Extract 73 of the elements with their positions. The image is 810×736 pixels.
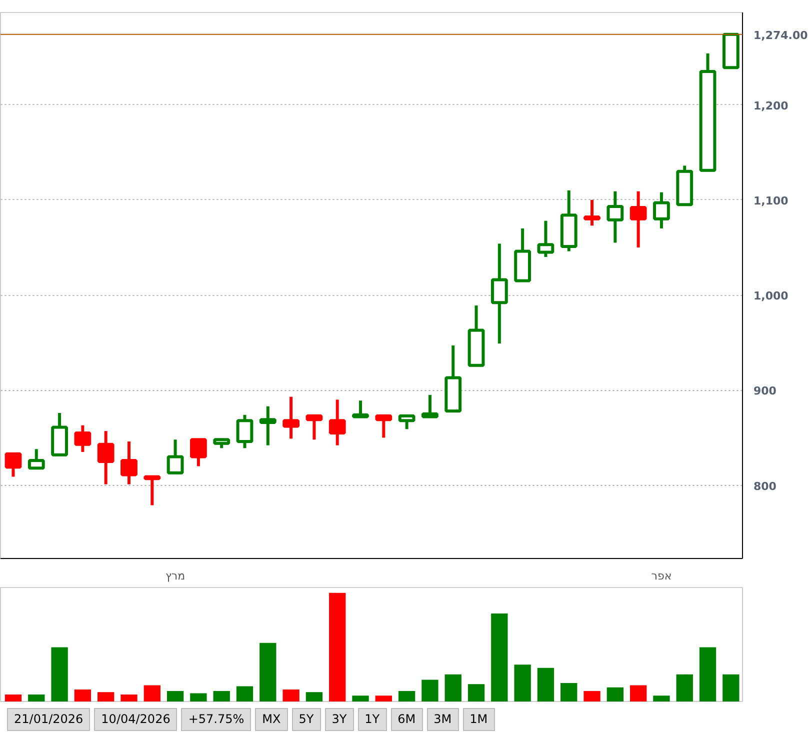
text: 1M	[462, 708, 495, 732]
bar	[74, 690, 92, 702]
y-tick-label: 1,100	[754, 194, 789, 208]
bar	[260, 642, 276, 702]
candlestick	[51, 412, 68, 456]
bar	[491, 614, 508, 702]
candlestick	[97, 431, 114, 484]
bar	[653, 696, 670, 702]
y-tick-label: 900	[754, 384, 777, 398]
bar	[537, 668, 554, 702]
text: 21/01/2026	[7, 708, 90, 732]
bar	[676, 674, 693, 702]
bar	[560, 683, 578, 702]
candlestick	[422, 394, 438, 418]
candlestick	[166, 440, 184, 474]
candlestick	[653, 192, 670, 228]
bar	[306, 692, 323, 702]
bar	[98, 692, 114, 702]
candlestick	[4, 452, 22, 477]
text: 5Y	[292, 708, 321, 732]
candlestick	[28, 449, 45, 470]
text: 1Y	[358, 708, 387, 732]
bar	[352, 696, 369, 702]
text: 6M	[390, 708, 423, 732]
bar	[514, 664, 531, 702]
y-tick-label: 800	[754, 480, 777, 493]
candlestick	[630, 191, 647, 248]
bar	[120, 694, 138, 702]
bar	[630, 685, 647, 702]
y-tick-label: 1,200	[754, 99, 789, 112]
x-tick-label: מרץ	[165, 570, 186, 582]
text: MX	[255, 708, 288, 732]
ref-line-label: 1,274.00	[754, 28, 808, 42]
x-tick-label: אפר	[651, 570, 672, 582]
candlestick	[259, 406, 276, 446]
candlestick	[120, 442, 138, 484]
bar	[422, 680, 438, 702]
text: 3M	[426, 708, 459, 732]
bar	[444, 674, 462, 702]
candlestick	[375, 414, 392, 438]
candlestick	[606, 191, 624, 243]
bar	[329, 592, 346, 702]
candlestick	[352, 400, 369, 418]
candlestick	[282, 396, 300, 439]
bar	[398, 690, 416, 702]
bar	[699, 647, 716, 702]
bar	[236, 686, 254, 702]
candlestick	[144, 475, 161, 506]
bar	[282, 690, 300, 702]
text: 3Y	[324, 708, 354, 732]
bar	[166, 690, 184, 702]
bar	[190, 693, 207, 702]
bar	[28, 694, 45, 702]
candlestick	[328, 400, 346, 446]
bar	[213, 690, 230, 702]
bar	[606, 687, 624, 702]
bar	[51, 647, 68, 702]
bar	[144, 685, 160, 702]
candlestick	[490, 244, 508, 344]
bar	[4, 694, 22, 702]
candlestick	[514, 228, 532, 282]
candlestick	[468, 305, 485, 367]
candlestick	[444, 345, 462, 413]
candlestick	[699, 53, 716, 172]
text: +57.75%	[181, 708, 252, 732]
bar	[584, 690, 600, 702]
candlestick	[190, 438, 207, 466]
candlestick	[306, 414, 323, 440]
bar	[722, 674, 740, 702]
bar	[468, 684, 485, 702]
y-tick-label: 1,000	[754, 290, 789, 303]
bar	[375, 696, 392, 702]
text: 10/04/2026	[94, 708, 178, 732]
